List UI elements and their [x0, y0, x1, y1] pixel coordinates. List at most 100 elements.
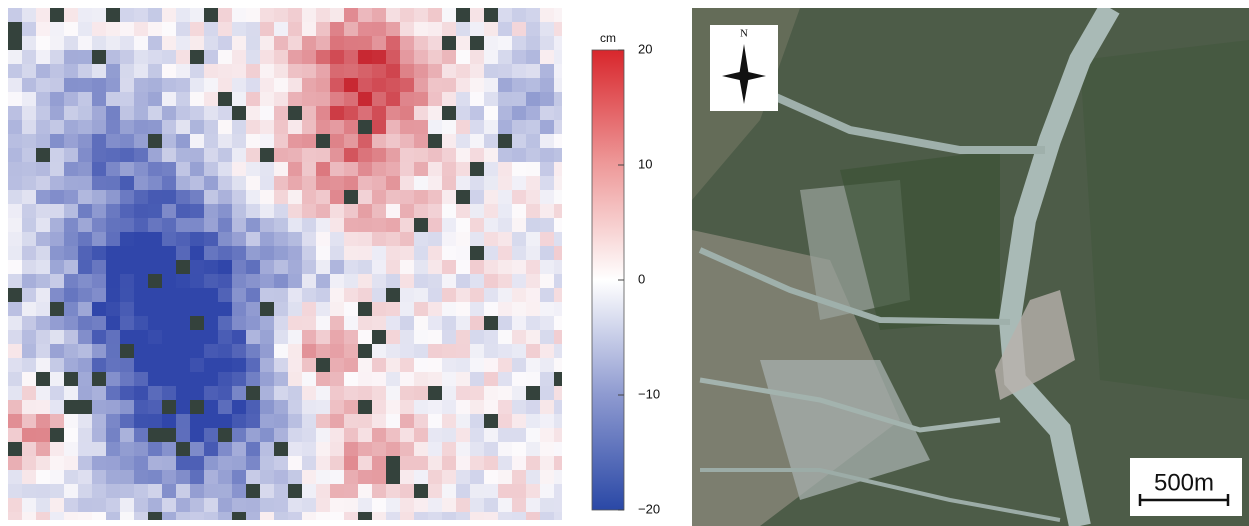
map-cell — [330, 22, 345, 37]
map-cell — [526, 190, 541, 205]
map-cell — [400, 36, 415, 51]
map-cell — [260, 498, 275, 513]
map-cell — [456, 64, 471, 79]
map-cell — [540, 78, 555, 93]
map-cell — [64, 50, 79, 65]
map-cell — [372, 358, 387, 373]
map-cell — [64, 372, 79, 387]
map-cell — [260, 260, 275, 275]
map-cell — [498, 120, 513, 135]
map-cell — [470, 470, 485, 485]
map-cell — [442, 372, 457, 387]
map-cell — [386, 176, 401, 191]
map-cell — [22, 204, 37, 219]
map-cell — [330, 218, 345, 233]
map-cell — [162, 274, 177, 289]
map-cell — [316, 148, 331, 163]
map-cell — [344, 470, 359, 485]
map-cell — [260, 302, 275, 317]
map-cell — [470, 120, 485, 135]
map-cell — [106, 484, 121, 499]
map-cell — [260, 106, 275, 121]
map-cell — [512, 358, 527, 373]
map-cell — [232, 372, 247, 387]
map-cell — [120, 78, 135, 93]
map-cell — [372, 22, 387, 37]
map-cell — [358, 22, 373, 37]
map-cell — [176, 386, 191, 401]
map-cell — [512, 78, 527, 93]
map-cell — [470, 8, 485, 23]
map-cell — [442, 344, 457, 359]
map-cell — [246, 316, 261, 331]
map-cell — [218, 246, 233, 261]
map-cell — [302, 400, 317, 415]
map-cell — [50, 134, 65, 149]
map-cell — [134, 50, 149, 65]
map-cell — [176, 106, 191, 121]
map-cell — [288, 484, 303, 499]
map-cell — [162, 36, 177, 51]
map-cell — [232, 36, 247, 51]
map-cell — [386, 358, 401, 373]
map-cell — [148, 498, 163, 513]
map-cell — [512, 134, 527, 149]
map-cell — [498, 50, 513, 65]
map-cell — [470, 372, 485, 387]
map-cell — [176, 372, 191, 387]
map-cell — [330, 106, 345, 121]
map-cell — [372, 50, 387, 65]
map-cell — [120, 456, 135, 471]
map-cell — [330, 288, 345, 303]
map-cell — [246, 218, 261, 233]
map-cell — [512, 456, 527, 471]
map-cell — [484, 78, 499, 93]
map-cell — [78, 400, 93, 415]
map-cell — [330, 428, 345, 443]
map-cell — [106, 204, 121, 219]
map-cell — [302, 512, 317, 526]
map-cell — [414, 22, 429, 37]
map-cell — [400, 22, 415, 37]
map-cell — [512, 512, 527, 526]
map-cell — [190, 50, 205, 65]
map-cell — [8, 470, 23, 485]
map-cell — [400, 232, 415, 247]
map-cell — [400, 134, 415, 149]
map-cell — [526, 120, 541, 135]
map-cell — [554, 50, 569, 65]
map-cell — [246, 260, 261, 275]
map-cell — [176, 162, 191, 177]
map-cell — [526, 274, 541, 289]
map-cell — [36, 78, 51, 93]
map-cell — [78, 498, 93, 513]
map-cell — [288, 442, 303, 457]
map-cell — [330, 512, 345, 526]
map-cell — [428, 246, 443, 261]
map-cell — [498, 316, 513, 331]
map-cell — [484, 386, 499, 401]
map-cell — [400, 8, 415, 23]
map-cell — [288, 428, 303, 443]
map-cell — [260, 148, 275, 163]
map-cell — [554, 442, 569, 457]
map-cell — [442, 232, 457, 247]
map-cell — [246, 330, 261, 345]
map-cell — [512, 176, 527, 191]
map-cell — [260, 134, 275, 149]
map-cell — [414, 400, 429, 415]
map-cell — [330, 134, 345, 149]
map-cell — [372, 106, 387, 121]
map-cell — [50, 372, 65, 387]
map-cell — [190, 204, 205, 219]
map-cell — [512, 106, 527, 121]
map-cell — [120, 498, 135, 513]
map-cell — [498, 288, 513, 303]
map-cell — [274, 456, 289, 471]
map-cell — [120, 484, 135, 499]
map-cell — [358, 470, 373, 485]
map-cell — [358, 134, 373, 149]
map-cell — [288, 400, 303, 415]
map-cell — [526, 302, 541, 317]
map-cell — [106, 512, 121, 526]
